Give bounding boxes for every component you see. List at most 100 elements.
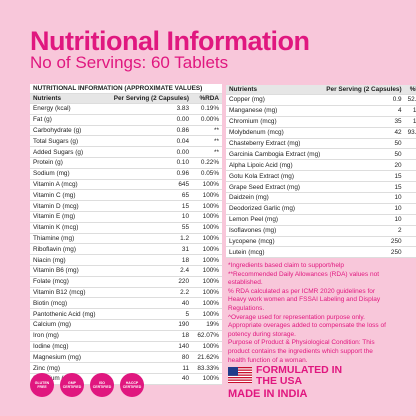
cell: Riboflavin (mg) xyxy=(30,243,105,256)
cell: Chromium (mcg) xyxy=(226,116,324,128)
cell: Vitamin E (mg) xyxy=(30,211,105,223)
cell: 40 xyxy=(104,297,193,310)
badge: HACCP CERTIFIED xyxy=(120,373,144,397)
cell: ** xyxy=(404,148,416,161)
cell: Vitamin C (mg) xyxy=(30,189,105,202)
cell: 100% xyxy=(192,233,222,245)
row: Fat (g) 0.00 0.00% xyxy=(30,114,222,126)
cell: Sodium (mg) xyxy=(30,168,105,180)
cell: 220 xyxy=(104,276,193,288)
cell: 31 xyxy=(104,243,193,256)
table-title: NUTRITIONAL INFORMATION (APPROXIMATE VAL… xyxy=(30,84,222,94)
cell: Grape Seed Extract (mg) xyxy=(226,181,324,194)
row: Calcium (mg) 190 19% xyxy=(30,319,222,331)
cell: Vitamin D (mcg) xyxy=(30,200,105,212)
column-header: Per Serving (2 Capsules) xyxy=(323,85,405,95)
row: Total Sugars (g) 0.04 ** xyxy=(30,135,222,148)
title: Nutritional Information xyxy=(30,26,310,56)
cell: Vitamin A (mcg) xyxy=(30,179,105,191)
cell: 1.2 xyxy=(104,233,193,245)
row: Energy (kcal) 3.83 0.19% xyxy=(30,103,222,115)
cell: 100% xyxy=(192,211,222,223)
cell: 80 xyxy=(104,351,193,364)
cell: 10 xyxy=(323,203,405,215)
row: Vitamin C (mg) 65 100% xyxy=(30,189,222,202)
cell: ** xyxy=(404,236,416,248)
cell: Fat (g) xyxy=(30,114,105,126)
cell: ** xyxy=(404,246,416,259)
cell: 0.96 xyxy=(104,168,193,180)
row: Pantothenic Acid (mg) 5 100% xyxy=(30,308,222,320)
cell: Iron (mg) xyxy=(30,330,105,342)
badge: ISO CERTIFIED xyxy=(90,373,114,397)
cell: Total Sugars (g) xyxy=(30,135,105,148)
cell: 100% xyxy=(192,179,222,191)
cell: 50 xyxy=(323,148,405,161)
badge: GMP CERTIFIED xyxy=(60,373,84,397)
cell: 42 xyxy=(323,127,405,139)
made-in: MADE IN INDIA xyxy=(228,388,308,400)
cell: 190 xyxy=(104,319,193,331)
cell: 15 xyxy=(323,181,405,194)
row: Copper (mg)0.952.94% xyxy=(226,94,416,106)
row: Sodium (mg) 0.96 0.05% xyxy=(30,168,222,180)
row: Alpha Lipoic Acid (mg)20** xyxy=(226,159,416,172)
cell: Vitamin K (mcg) xyxy=(30,222,105,234)
cell: 65 xyxy=(104,189,193,202)
cell: ** xyxy=(404,192,416,204)
row: Chromium (mcg)35100% xyxy=(226,116,416,128)
cell: 93.33% xyxy=(404,127,416,139)
cell: Lemon Peel (mg) xyxy=(226,214,324,226)
row: Vitamin K (mcg) 55 100% xyxy=(30,222,222,234)
cell: 100% xyxy=(192,243,222,256)
cell: ** xyxy=(192,125,222,137)
cell: 0.05% xyxy=(192,168,222,180)
cell: Deodorized Garlic (mg) xyxy=(226,203,324,215)
cell: ** xyxy=(404,138,416,150)
cell: Folate (mcg) xyxy=(30,276,105,288)
cell: Zinc (mg) xyxy=(30,362,105,374)
cell: 100% xyxy=(192,189,222,202)
cell: Niacin (mg) xyxy=(30,254,105,266)
cell: 50 xyxy=(323,138,405,150)
cell: 62.07% xyxy=(192,330,222,342)
cell: 19% xyxy=(192,319,222,331)
column-header: Nutrients xyxy=(30,93,105,104)
cell: 100% xyxy=(192,276,222,288)
notes: *Ingredients based claim to support/help… xyxy=(228,262,392,365)
cell: 2.4 xyxy=(104,265,193,277)
row: Zinc (mg) 11 83.33% xyxy=(30,362,222,374)
row: Protein (g) 0.10 0.22% xyxy=(30,157,222,169)
column-header: Per Serving (2 Capsules) xyxy=(104,93,193,104)
row: Deodorized Garlic (mg)10** xyxy=(226,203,416,215)
cell: 35 xyxy=(323,116,405,128)
cell: ** xyxy=(404,181,416,194)
cell: 0.00 xyxy=(104,114,193,126)
row: Vitamin A (mcg) 645 100% xyxy=(30,179,222,191)
row: Lutein (mcg)250** xyxy=(226,246,416,259)
cell: 250 xyxy=(323,246,405,259)
cell: 0.04 xyxy=(104,135,193,148)
cell: 0.00 xyxy=(104,146,193,158)
cell: 100% xyxy=(404,105,416,117)
cell: Garcinia Cambogia Extract (mg) xyxy=(226,148,324,161)
cell: ** xyxy=(192,146,222,158)
cell: ** xyxy=(404,225,416,237)
cell: 100% xyxy=(192,265,222,277)
note: % RDA calculated as per ICMR 2020 guidel… xyxy=(228,287,381,312)
cell: 2 xyxy=(323,225,405,237)
cell: 0.9 xyxy=(323,94,405,106)
cell: Gotu Kola Extract (mg) xyxy=(226,170,324,183)
row: Riboflavin (mg) 31 100% xyxy=(30,243,222,256)
cell: Chasteberry Extract (mg) xyxy=(226,138,324,150)
cell: Lycopene (mcg) xyxy=(226,236,324,248)
cell: 0.19% xyxy=(192,103,222,115)
row: Isoflavones (mg)2** xyxy=(226,225,416,237)
cell: 10 xyxy=(323,214,405,226)
cell: 0.22% xyxy=(192,157,222,169)
